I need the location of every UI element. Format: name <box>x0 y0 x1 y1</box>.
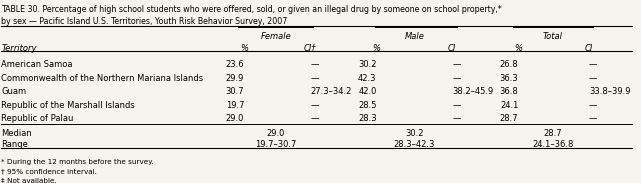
Text: 29.0: 29.0 <box>226 114 244 123</box>
Text: Male: Male <box>404 32 424 41</box>
Text: Total: Total <box>543 32 563 41</box>
Text: —: — <box>452 101 461 110</box>
Text: Female: Female <box>260 32 291 41</box>
Text: American Samoa: American Samoa <box>1 60 73 69</box>
Text: 28.5: 28.5 <box>358 101 376 110</box>
Text: CI†: CI† <box>304 44 317 53</box>
Text: 30.2: 30.2 <box>358 60 376 69</box>
Text: † 95% confidence interval.: † 95% confidence interval. <box>1 168 97 174</box>
Text: * During the 12 months before the survey.: * During the 12 months before the survey… <box>1 159 154 165</box>
Text: TABLE 30. Percentage of high school students who were offered, sold, or given an: TABLE 30. Percentage of high school stud… <box>1 5 502 14</box>
Text: 19.7: 19.7 <box>226 101 244 110</box>
Text: 38.2–45.9: 38.2–45.9 <box>452 87 494 96</box>
Text: %: % <box>514 44 522 53</box>
Text: 28.7: 28.7 <box>500 114 519 123</box>
Text: CI: CI <box>585 44 593 53</box>
Text: —: — <box>589 101 597 110</box>
Text: 26.8: 26.8 <box>500 60 519 69</box>
Text: 30.7: 30.7 <box>226 87 244 96</box>
Text: 24.1: 24.1 <box>500 101 519 110</box>
Text: 23.6: 23.6 <box>226 60 244 69</box>
Text: —: — <box>452 114 461 123</box>
Text: 42.0: 42.0 <box>358 87 376 96</box>
Text: CI: CI <box>448 44 456 53</box>
Text: 28.7: 28.7 <box>544 129 562 138</box>
Text: Territory: Territory <box>1 44 37 53</box>
Text: 28.3–42.3: 28.3–42.3 <box>394 139 435 149</box>
Text: Commonwealth of the Northern Mariana Islands: Commonwealth of the Northern Mariana Isl… <box>1 74 203 83</box>
Text: Republic of Palau: Republic of Palau <box>1 114 74 123</box>
Text: —: — <box>452 74 461 83</box>
Text: %: % <box>372 44 381 53</box>
Text: 28.3: 28.3 <box>358 114 376 123</box>
Text: 36.3: 36.3 <box>499 74 519 83</box>
Text: 42.3: 42.3 <box>358 74 376 83</box>
Text: Range: Range <box>1 139 28 149</box>
Text: 29.0: 29.0 <box>267 129 285 138</box>
Text: 24.1–36.8: 24.1–36.8 <box>533 139 574 149</box>
Text: —: — <box>589 60 597 69</box>
Text: %: % <box>240 44 248 53</box>
Text: 30.2: 30.2 <box>405 129 424 138</box>
Text: Guam: Guam <box>1 87 26 96</box>
Text: 36.8: 36.8 <box>499 87 519 96</box>
Text: Median: Median <box>1 129 32 138</box>
Text: 27.3–34.2: 27.3–34.2 <box>310 87 352 96</box>
Text: —: — <box>310 101 319 110</box>
Text: —: — <box>589 74 597 83</box>
Text: 19.7–30.7: 19.7–30.7 <box>255 139 296 149</box>
Text: —: — <box>310 114 319 123</box>
Text: —: — <box>589 114 597 123</box>
Text: 33.8–39.9: 33.8–39.9 <box>589 87 631 96</box>
Text: —: — <box>310 60 319 69</box>
Text: —: — <box>452 60 461 69</box>
Text: —: — <box>310 74 319 83</box>
Text: by sex — Pacific Island U.S. Territories, Youth Risk Behavior Survey, 2007: by sex — Pacific Island U.S. Territories… <box>1 17 288 26</box>
Text: 29.9: 29.9 <box>226 74 244 83</box>
Text: ‡ Not available.: ‡ Not available. <box>1 177 57 183</box>
Text: Republic of the Marshall Islands: Republic of the Marshall Islands <box>1 101 135 110</box>
